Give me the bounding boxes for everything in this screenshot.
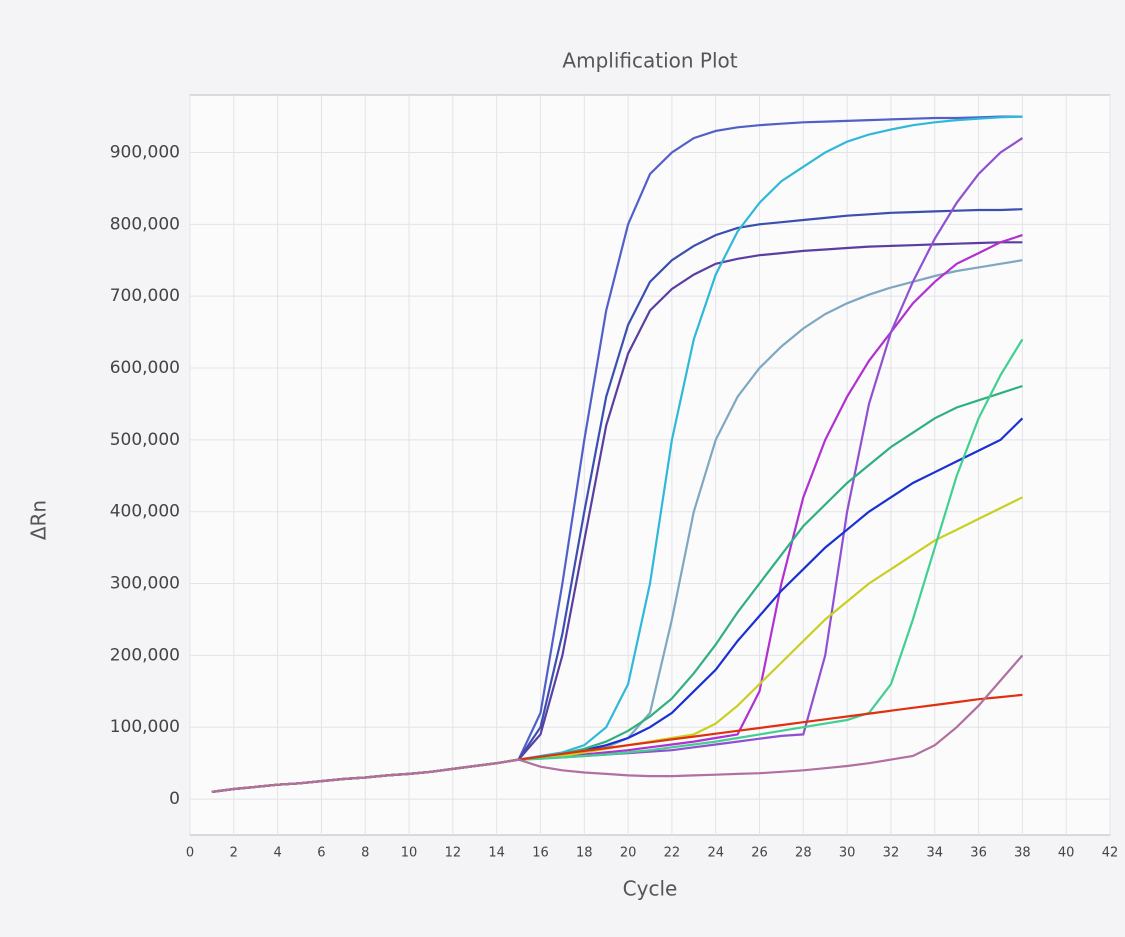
plot-area	[189, 94, 1111, 836]
x-tick-label: 12	[445, 846, 462, 861]
x-tick-label: 28	[795, 846, 812, 861]
y-tick-label: 0	[169, 789, 180, 809]
x-tick-label: 10	[401, 846, 418, 861]
x-tick-label: 14	[488, 846, 505, 861]
x-tick-label: 36	[970, 846, 987, 861]
y-tick-label: 800,000	[110, 214, 180, 234]
y-tick-label: 300,000	[110, 574, 180, 594]
x-tick-label: 32	[883, 846, 900, 861]
x-tick-label: 42	[1102, 846, 1119, 861]
y-tick-label: 400,000	[110, 502, 180, 522]
x-tick-label: 20	[620, 846, 637, 861]
x-tick-label: 16	[532, 846, 549, 861]
x-tick-label: 4	[273, 846, 281, 861]
x-tick-label: 24	[707, 846, 724, 861]
y-axis-label: ΔRn	[27, 500, 51, 540]
x-axis-label: Cycle	[623, 877, 678, 901]
y-tick-label: 500,000	[110, 430, 180, 450]
x-tick-label: 22	[664, 846, 681, 861]
x-tick-label: 18	[576, 846, 593, 861]
x-tick-label: 0	[186, 846, 194, 861]
x-tick-label: 2	[230, 846, 238, 861]
x-tick-label: 8	[361, 846, 369, 861]
y-tick-label: 200,000	[110, 645, 180, 665]
x-tick-label: 40	[1058, 846, 1075, 861]
x-tick-label: 30	[839, 846, 856, 861]
series-line	[211, 654, 1024, 793]
y-tick-label: 900,000	[110, 142, 180, 162]
x-tick-label: 38	[1014, 846, 1031, 861]
chart-title: Amplification Plot	[562, 49, 737, 73]
y-tick-label: 100,000	[110, 717, 180, 737]
x-tick-label: 6	[317, 846, 325, 861]
y-tick-label: 700,000	[110, 286, 180, 306]
y-tick-label: 600,000	[110, 358, 180, 378]
x-tick-label: 26	[751, 846, 768, 861]
x-tick-label: 34	[926, 846, 943, 861]
